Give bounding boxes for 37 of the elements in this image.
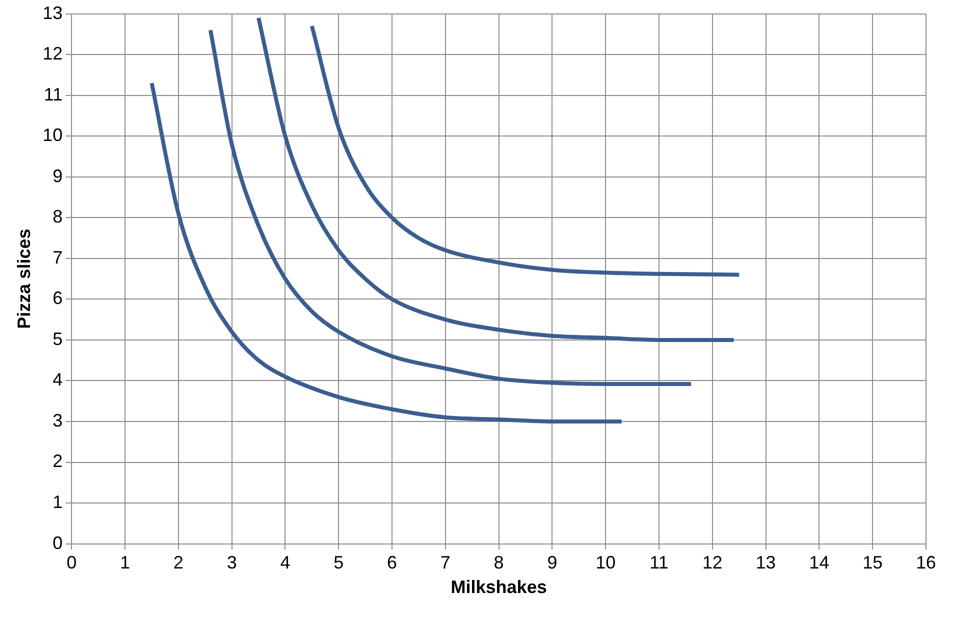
x-tick-label: 4 xyxy=(280,552,290,573)
x-tick-label: 11 xyxy=(650,552,668,573)
x-tick-label: 14 xyxy=(809,552,830,573)
x-tick-label: 12 xyxy=(702,552,722,573)
x-tick-label: 6 xyxy=(387,552,398,573)
x-tick-label: 2 xyxy=(173,552,184,573)
y-tick-label: 1 xyxy=(52,492,63,512)
x-tick-label: 0 xyxy=(66,552,77,573)
y-tick-label: 3 xyxy=(52,410,63,430)
y-tick-label: 0 xyxy=(52,532,63,553)
x-tick-label: 3 xyxy=(226,552,237,573)
x-tick-label: 13 xyxy=(756,552,776,573)
y-tick-label: 12 xyxy=(42,44,63,64)
y-tick-label: 9 xyxy=(52,166,63,186)
line-series xyxy=(256,16,736,342)
x-tick-label: 16 xyxy=(916,552,936,573)
y-tick-label: 6 xyxy=(52,288,63,308)
line-series xyxy=(150,81,624,424)
y-tick-label: 4 xyxy=(52,370,63,390)
x-axis-title: Milkshakes xyxy=(450,577,547,598)
y-axis-title: Pizza slices xyxy=(14,228,34,329)
x-tick-label: 10 xyxy=(596,552,616,573)
y-tick-label: 7 xyxy=(52,247,63,268)
y-tick-label: 13 xyxy=(42,2,63,23)
x-tick-label: 7 xyxy=(440,552,450,573)
y-tick-label: 10 xyxy=(42,125,63,146)
line-series xyxy=(208,28,694,386)
line-series xyxy=(310,24,742,277)
y-tick-label: 11 xyxy=(44,84,63,104)
y-tick-label: 2 xyxy=(52,451,63,472)
y-tick-label: 8 xyxy=(52,206,63,227)
y-tick-label: 5 xyxy=(52,328,63,349)
x-tick-label: 5 xyxy=(334,552,344,573)
x-tick-label: 15 xyxy=(862,552,883,573)
x-tick-label: 8 xyxy=(494,552,504,573)
x-tick-label: 9 xyxy=(547,552,558,573)
x-tick-label: 1 xyxy=(120,552,130,573)
